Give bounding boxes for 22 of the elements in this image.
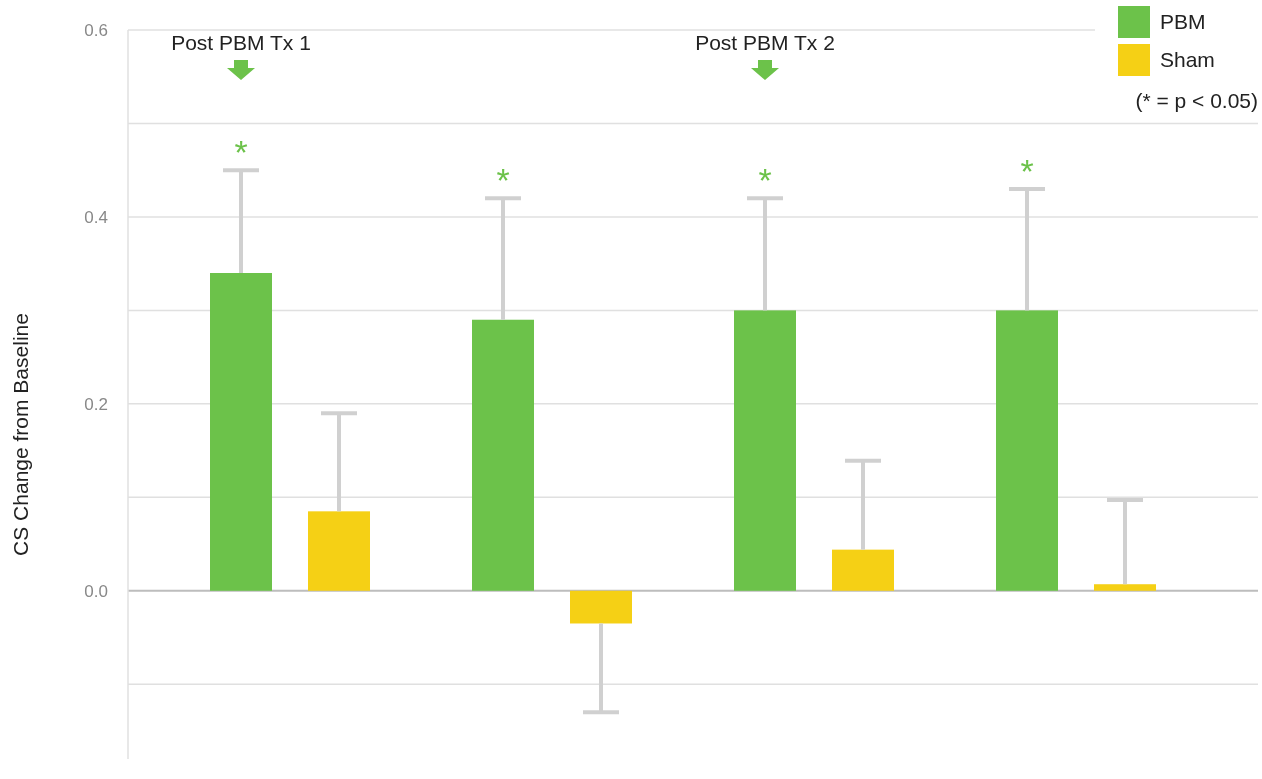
y-tick-label: 0.4 — [84, 207, 108, 227]
annotation: * — [758, 161, 772, 200]
legend-label: PBM — [1160, 10, 1206, 33]
annotation: Post PBM Tx 1 — [171, 31, 311, 54]
bar — [996, 310, 1058, 591]
bar — [570, 590, 632, 624]
bar — [1094, 584, 1156, 591]
annotation: * — [1020, 151, 1034, 190]
y-axis-title: CS Change from Baseline — [9, 313, 32, 556]
bar — [734, 310, 796, 591]
y-tick-label: 0.6 — [84, 21, 108, 40]
y-tick-label: 0.0 — [84, 581, 108, 601]
bar — [210, 273, 272, 591]
bar — [832, 549, 894, 591]
annotation: * — [496, 161, 510, 200]
bar — [308, 511, 370, 591]
legend-label: Sham — [1160, 48, 1215, 71]
annotation: Post PBM Tx 2 — [695, 31, 835, 54]
bar — [472, 319, 534, 591]
y-tick-label: 0.2 — [84, 394, 108, 414]
annotation: (* = p < 0.05) — [1135, 89, 1258, 112]
annotation: * — [234, 133, 248, 172]
